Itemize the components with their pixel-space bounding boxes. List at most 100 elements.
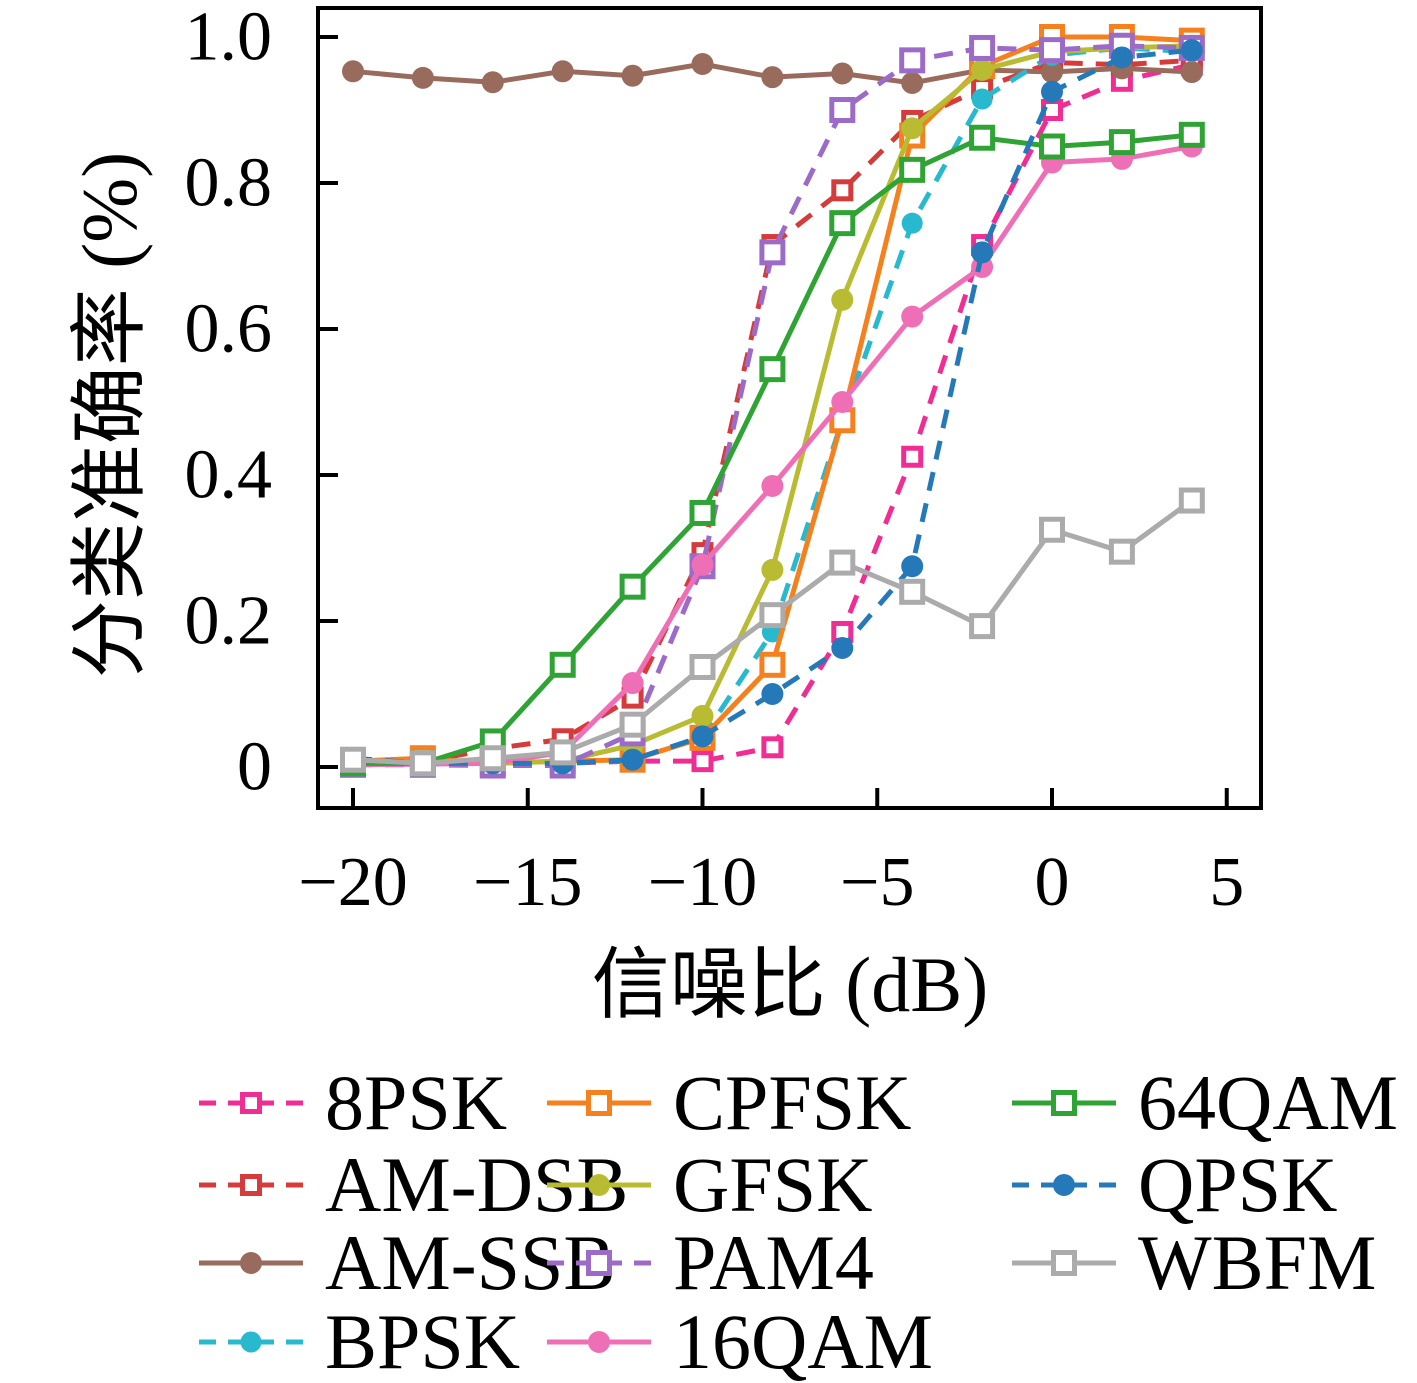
legend-label-64qam: 64QAM	[1138, 1059, 1399, 1146]
series-64qam-marker	[899, 156, 926, 183]
series-wbfm-marker	[1178, 487, 1205, 514]
legend-label-pam4: PAM4	[673, 1219, 874, 1306]
series-64qam-marker	[969, 124, 996, 151]
series-gfsk-marker	[901, 117, 924, 140]
series-am-ssb-marker	[342, 60, 364, 83]
series-cpfsk-marker	[759, 651, 786, 678]
series-64qam-marker	[1178, 121, 1205, 148]
y-tick-label: 0.2	[185, 583, 273, 660]
legend-handle-bpsk	[199, 1331, 303, 1353]
series-qpsk-marker	[1110, 46, 1133, 69]
series-16qam-marker	[691, 553, 714, 576]
series-8psk-marker	[691, 750, 714, 773]
legend-label-gfsk: GFSK	[673, 1141, 873, 1228]
series-qpsk-marker	[1041, 80, 1063, 103]
series-16qam-marker	[831, 391, 854, 413]
legend-8psk-marker	[240, 1092, 262, 1114]
legend-handle-qpsk	[1012, 1174, 1116, 1196]
series-wbfm-marker	[829, 549, 856, 576]
legend-item-16qam: 16QAM	[545, 1303, 933, 1381]
series-am-dsb-marker	[831, 179, 854, 202]
series-am-ssb-marker	[411, 66, 434, 89]
series-gfsk-marker	[761, 558, 784, 581]
series-bpsk-marker	[971, 88, 993, 110]
legend-label-am-ssb: AM-SSB	[325, 1219, 616, 1306]
x-axis-label: 信噪比 (dB)	[591, 941, 989, 1028]
series-pam4-marker	[1039, 37, 1065, 64]
legend-16qam-marker	[588, 1331, 610, 1353]
series-am-ssb-marker	[831, 62, 854, 85]
x-tick-label: −10	[648, 844, 757, 921]
legend-item-8psk: 8PSK	[197, 1064, 507, 1142]
series-64qam-marker	[829, 210, 856, 237]
legend-handle-am-ssb	[199, 1252, 303, 1274]
series-pam4-marker	[829, 97, 856, 123]
legend-label-wbfm: WBFM	[1138, 1219, 1377, 1306]
legend-am-ssb-marker	[240, 1252, 262, 1274]
x-tick-label: −15	[473, 844, 582, 921]
series-wbfm-marker	[409, 750, 436, 777]
series-gfsk-marker	[831, 288, 854, 311]
series-qpsk-marker	[831, 637, 854, 660]
series-am-ssb-marker	[691, 53, 714, 76]
series-qpsk-marker	[901, 555, 924, 578]
series-am-ssb-marker	[481, 71, 504, 94]
legend-label-16qam: 16QAM	[673, 1298, 934, 1383]
legend-item-gfsk: GFSK	[545, 1146, 872, 1224]
legend-qpsk-marker	[1053, 1174, 1075, 1196]
legend-gfsk-marker	[588, 1174, 610, 1196]
series-wbfm-marker	[899, 578, 926, 605]
series-64qam-marker	[689, 499, 716, 526]
legend-handle-8psk	[199, 1092, 303, 1114]
series-qpsk-marker	[1180, 39, 1203, 62]
series-pam4-marker	[899, 47, 926, 74]
legend-item-am-ssb: AM-SSB	[197, 1224, 615, 1302]
y-tick-label: 0.6	[185, 291, 273, 368]
series-gfsk-marker	[691, 704, 714, 727]
legend-cpfsk-marker	[586, 1090, 612, 1116]
legend-handle-pam4	[547, 1250, 651, 1276]
series-wbfm-marker	[619, 711, 646, 738]
legend-item-pam4: PAM4	[545, 1224, 874, 1302]
series-am-ssb-marker	[1041, 61, 1063, 84]
series-bpsk-marker	[901, 212, 923, 234]
legend-label-8psk: 8PSK	[325, 1059, 508, 1146]
series-am-ssb-marker	[1180, 61, 1203, 84]
series-8psk-marker	[761, 736, 784, 759]
series-wbfm-marker	[340, 746, 366, 773]
legend-pam4-marker	[586, 1250, 612, 1276]
series-am-ssb-marker	[901, 71, 924, 94]
legend-handle-am-dsb	[199, 1174, 303, 1196]
series-wbfm-marker	[1039, 516, 1065, 543]
series-pam4-marker	[969, 34, 996, 61]
legend-item-cpfsk: CPFSK	[545, 1064, 912, 1142]
plot-frame	[316, 6, 1263, 810]
series-64qam-marker	[1039, 133, 1065, 160]
series-wbfm-marker	[759, 602, 786, 629]
series-qpsk-marker	[621, 748, 644, 771]
series-16qam-marker	[901, 305, 924, 328]
series-64qam-marker	[759, 356, 786, 383]
series-am-ssb-marker	[761, 66, 784, 89]
series-wbfm-marker	[479, 745, 506, 772]
series-64qam-marker	[1108, 129, 1135, 156]
legend-64qam-marker	[1051, 1090, 1077, 1116]
series-am-ssb-marker	[551, 60, 574, 83]
x-tick-label: 0	[1035, 844, 1070, 921]
series-am-ssb-marker	[621, 64, 644, 87]
x-tick-label: 5	[1209, 844, 1244, 921]
series-16qam-marker	[761, 474, 784, 497]
x-tick-label: −5	[840, 844, 914, 921]
series-wbfm-marker	[1108, 538, 1135, 565]
legend-handle-16qam	[547, 1331, 651, 1353]
legend-item-bpsk: BPSK	[197, 1303, 520, 1381]
series-qpsk-marker	[761, 683, 784, 705]
series-64qam-marker	[619, 573, 646, 600]
legend-handle-gfsk	[547, 1174, 651, 1196]
legend-label-bpsk: BPSK	[325, 1298, 521, 1383]
y-tick-label: 0	[237, 729, 272, 806]
series-wbfm-marker	[549, 739, 576, 766]
series-wbfm	[340, 487, 1205, 777]
